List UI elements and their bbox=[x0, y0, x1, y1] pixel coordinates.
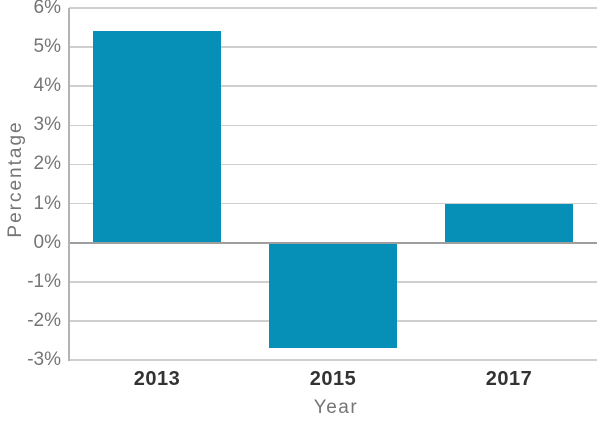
bar-2013 bbox=[93, 31, 221, 243]
gridline bbox=[69, 202, 597, 205]
y-tick-label: -3% bbox=[27, 349, 61, 370]
y-tick-label: -1% bbox=[27, 270, 61, 292]
bar-2017 bbox=[445, 203, 573, 243]
y-tick-label: 6% bbox=[33, 0, 61, 18]
y-tick-label: 5% bbox=[33, 36, 61, 58]
zero-baseline bbox=[69, 241, 597, 244]
y-axis-line bbox=[68, 8, 70, 361]
gridline bbox=[69, 85, 597, 87]
x-tick-label: 2017 bbox=[485, 368, 533, 390]
gridline bbox=[69, 359, 597, 361]
gridline bbox=[69, 124, 597, 127]
gridline bbox=[69, 46, 597, 48]
x-tick-label: 2015 bbox=[309, 368, 357, 390]
plot-area bbox=[69, 7, 597, 361]
y-axis-title: Percentage bbox=[5, 120, 26, 238]
bar-2015 bbox=[269, 242, 397, 349]
y-tick-label: -2% bbox=[27, 309, 61, 331]
gridline bbox=[69, 163, 597, 166]
y-tick-label: 4% bbox=[33, 75, 61, 97]
y-tick-label: 0% bbox=[33, 231, 61, 253]
y-tick-label: 2% bbox=[33, 153, 61, 175]
x-axis-title: Year bbox=[313, 397, 359, 418]
y-tick-label: 3% bbox=[33, 114, 61, 136]
y-tick-label: 1% bbox=[33, 192, 61, 214]
x-tick-label: 2013 bbox=[133, 368, 181, 390]
gridline bbox=[69, 7, 597, 9]
